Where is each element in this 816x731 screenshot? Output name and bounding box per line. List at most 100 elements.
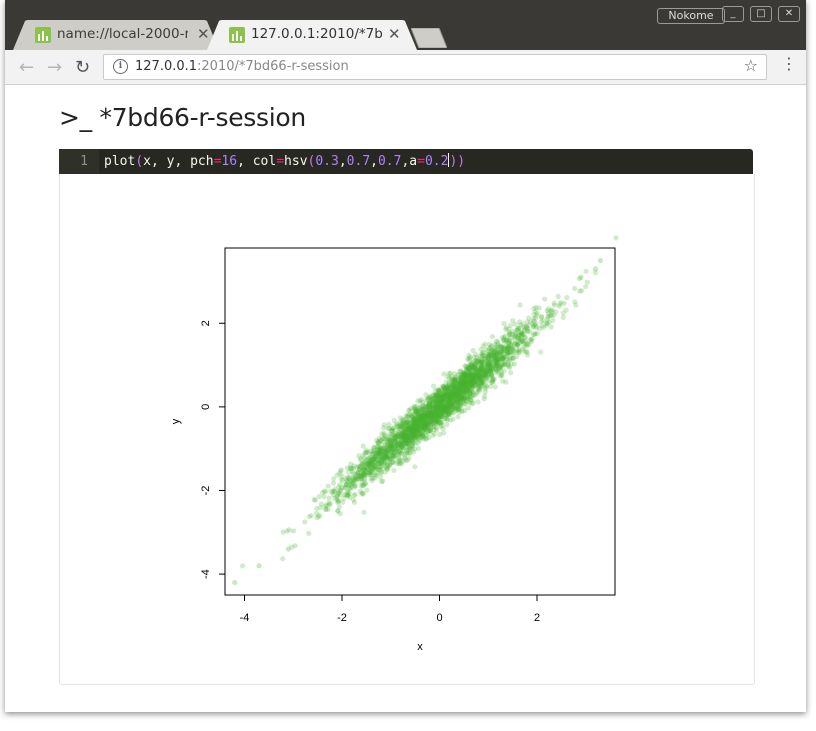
scatter-point [463,380,470,386]
scatter-point [410,429,416,435]
window-close-icon[interactable]: ✕ [778,6,800,22]
scatter-point [403,436,409,442]
code-line[interactable]: plot(x, y, pch=16, col=hsv(0.3,0.7,0.7,a… [104,149,465,174]
scatter-point [426,411,432,418]
back-arrow-icon[interactable]: ← [19,57,35,78]
scatter-point [483,376,489,382]
scatter-point [430,411,436,417]
scatter-point [326,495,332,501]
scatter-point [455,414,461,420]
bookmark-star-icon[interactable]: ☆ [743,56,758,75]
scatter-point [341,491,348,497]
scatter-point [548,312,554,319]
minimize-icon[interactable]: _ [722,6,744,22]
scatter-point [462,401,468,407]
scatter-point [449,396,455,402]
close-icon[interactable]: ✕ [388,25,401,43]
scatter-point [478,364,484,370]
scatter-point [402,453,408,459]
scatter-point [485,368,491,374]
scatter-point [386,425,392,431]
scatter-point [434,388,441,394]
scatter-point [436,399,442,405]
scatter-point [440,404,446,410]
scatter-point [486,367,492,373]
scatter-point [426,417,433,423]
scatter-point [406,450,412,456]
scatter-point [409,442,415,448]
scatter-point [453,383,459,389]
menu-dots-icon[interactable]: ⋮ [781,54,797,73]
scatter-point [445,393,451,399]
scatter-point [406,432,412,438]
address-url: 127.0.0.1:2010/*7bd66-r-session [135,59,349,74]
scatter-point [427,414,433,421]
scatter-point [454,398,461,404]
address-bar[interactable]: i 127.0.0.1:2010/*7bd66-r-session ☆ [103,54,767,80]
scatter-point [491,350,497,356]
scatter-point [335,499,341,505]
scatter-point [434,408,440,414]
code-editor[interactable]: 1 plot(x, y, pch=16, col=hsv(0.3,0.7,0.7… [59,149,753,174]
scatter-point [370,475,376,481]
scatter-point [387,456,393,462]
scatter-point [516,332,522,338]
scatter-point [410,429,417,435]
scatter-point [500,347,506,353]
scatter-point [402,431,408,437]
scatter-point [613,235,619,241]
scatter-point [379,431,385,437]
tab-1[interactable]: name://local-2000-r ✕ [13,20,219,50]
scatter-point [540,324,547,331]
scatter-point [519,338,525,345]
scatter-point [512,349,518,355]
forward-arrow-icon[interactable]: → [47,57,63,78]
scatter-point [398,444,404,450]
scatter-point [443,408,449,414]
scatter-point [431,396,437,402]
scatter-point [399,430,405,436]
scatter-point [330,489,336,495]
scatter-point [314,515,320,521]
scatter-point [392,445,398,451]
scatter-point [473,351,479,358]
scatter-point [493,367,499,373]
info-icon[interactable]: i [113,59,128,74]
scatter-point [447,394,453,400]
scatter-point [385,460,391,466]
close-icon[interactable]: ✕ [197,25,210,43]
scatter-point [413,432,419,438]
reload-icon[interactable]: ↻ [75,57,91,78]
scatter-point [411,406,417,412]
scatter-point [487,366,493,373]
scatter-point [423,423,429,429]
scatter-point [479,351,485,357]
scatter-point [335,507,341,514]
scatter-point [442,397,448,403]
scatter-point [494,356,500,362]
scatter-point [455,404,461,410]
scatter-point [424,426,431,432]
scatter-point [460,372,466,378]
scatter-point [475,371,481,377]
scatter-point [415,412,421,418]
scatter-point [470,363,476,370]
maximize-icon[interactable]: □ [750,6,772,22]
scatter-point [499,357,505,363]
scatter-point [418,414,424,420]
scatter-point [427,428,433,434]
scatter-point [413,416,419,423]
scatter-point [446,402,452,408]
scatter-point [476,384,482,390]
scatter-point [428,424,434,430]
scatter-point [432,392,439,398]
scatter-point [409,444,415,450]
scatter-point [480,352,486,358]
scatter-point [379,455,385,461]
tab-2-active[interactable]: 127.0.0.1:2010/*7bd ✕ [207,20,417,50]
new-tab-button[interactable] [411,28,447,48]
scatter-point [418,431,424,437]
scatter-point [348,461,354,467]
user-profile-button[interactable]: Nokome [657,8,725,24]
scatter-point [442,407,448,413]
